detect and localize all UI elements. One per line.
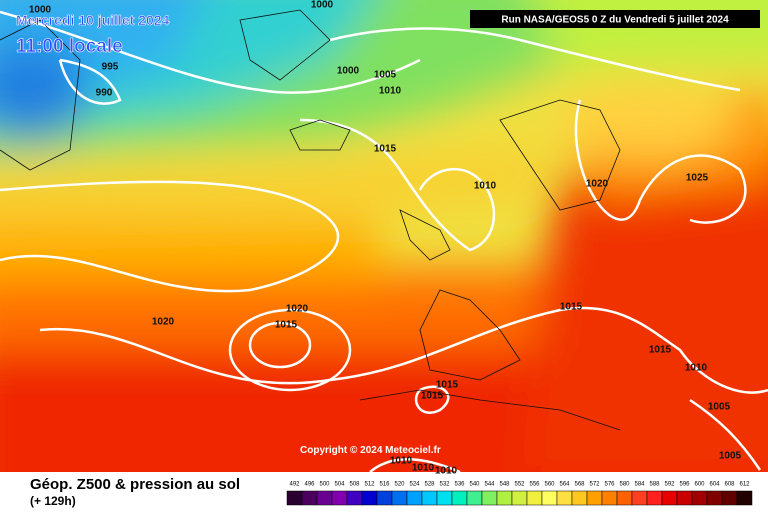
coastlines: [0, 9, 621, 431]
legend-swatch: [541, 490, 558, 506]
legend-swatch: [466, 490, 483, 506]
isobar-label: 1020: [286, 304, 309, 315]
isobar-labels: 1000 1000 995 990 1000 1005 1010 1015 1010 1020 10…: [29, 0, 742, 477]
legend-swatch: [736, 490, 753, 506]
legend-swatch: [526, 490, 543, 506]
isobar-label: 1010: [379, 86, 402, 97]
legend-swatch: [421, 490, 438, 506]
legend-label: 520: [394, 482, 405, 488]
legend-label: 556: [529, 482, 540, 488]
run-info: Run NASA/GEOS5 0 Z du Vendredi 5 juillet…: [501, 15, 729, 26]
legend-swatch: [571, 490, 588, 506]
legend-label: 600: [694, 482, 705, 488]
legend-label: 524: [409, 482, 420, 488]
isobar-label: 1010: [412, 463, 435, 474]
footer-title: Géop. Z500 & pression au sol: [30, 476, 240, 493]
isobar-label: 1005: [708, 402, 731, 413]
legend-swatch: [316, 490, 333, 506]
isobar-label: 1010: [435, 466, 458, 477]
legend-label: 544: [484, 482, 495, 488]
run-banner: [470, 10, 760, 28]
legend-label: 572: [589, 482, 600, 488]
legend-swatch: [676, 490, 693, 506]
isobar-label: 1000: [337, 66, 360, 77]
legend-label: 592: [664, 482, 675, 488]
legend-label: 548: [499, 482, 510, 488]
legend-swatch: [286, 490, 303, 506]
isobar-label: 990: [96, 88, 113, 99]
isobar-label: 1015: [649, 345, 672, 356]
legend-label: 512: [364, 482, 375, 488]
isobar-label: 1000: [29, 5, 52, 16]
legend-swatch: [511, 490, 528, 506]
isobar-label: 1010: [390, 456, 413, 467]
legend-label: 608: [724, 482, 735, 488]
legend-swatch: [646, 490, 663, 506]
isobar-label: 995: [102, 62, 119, 73]
legend-label: 560: [544, 482, 555, 488]
footer-lead: (+ 129h): [30, 494, 76, 508]
legend-label: 612: [739, 482, 750, 488]
legend-label: 516: [379, 482, 390, 488]
legend-label: 532: [439, 482, 450, 488]
isobars: [0, 10, 768, 472]
legend-swatch: [496, 490, 513, 506]
legend-swatch: [376, 490, 393, 506]
forecast-date: Mercredi 10 juillet 2024: [16, 12, 170, 28]
legend-label: 540: [469, 482, 480, 488]
legend-swatch: [436, 490, 453, 506]
isobar-label: 1010: [685, 363, 708, 374]
isobar-label: 1025: [686, 173, 709, 184]
legend-swatch: [601, 490, 618, 506]
isobar-label: 1020: [586, 179, 609, 190]
legend-label: 588: [649, 482, 660, 488]
legend-swatch: [721, 490, 738, 506]
isobar-label: 1015: [421, 391, 444, 402]
legend-label: 536: [454, 482, 465, 488]
legend-label: 580: [619, 482, 630, 488]
legend-label: 576: [604, 482, 615, 488]
isobar-label: 1015: [374, 144, 397, 155]
isobar-label: 1005: [719, 451, 742, 462]
legend-swatch: [691, 490, 708, 506]
legend-swatch: [451, 490, 468, 506]
legend-swatch: [631, 490, 648, 506]
legend-label: 596: [679, 482, 690, 488]
legend-label: 508: [349, 482, 360, 488]
legend-swatch: [586, 490, 603, 506]
copyright: Copyright © 2024 Meteociel.fr: [300, 445, 441, 456]
legend-label: 504: [334, 482, 345, 488]
legend-label: 492: [289, 482, 300, 488]
isobar-label: 1015: [275, 320, 298, 331]
isobar-label: 1015: [560, 302, 583, 313]
legend-swatch: [391, 490, 408, 506]
legend-swatch: [301, 490, 318, 506]
isobar-label: 1020: [152, 317, 175, 328]
legend-swatch: [361, 490, 378, 506]
legend-swatch: [706, 490, 723, 506]
legend-label: 564: [559, 482, 570, 488]
legend-label: 500: [319, 482, 330, 488]
legend-swatch: [661, 490, 678, 506]
isobar-label: 1005: [374, 70, 397, 81]
legend-swatch: [346, 490, 363, 506]
legend-swatch: [616, 490, 633, 506]
legend-label: 604: [709, 482, 720, 488]
legend-swatch: [556, 490, 573, 506]
legend-label: 552: [514, 482, 525, 488]
isobar-label: 1000: [311, 0, 334, 11]
color-legend: 492 496 500 504 508 512 516 520 524 528 532 536 540 5…: [286, 482, 753, 506]
isobar-label: 1015: [436, 380, 459, 391]
legend-swatch: [406, 490, 423, 506]
legend-swatch: [331, 490, 348, 506]
legend-label: 528: [424, 482, 435, 488]
isobar-label: 1010: [474, 181, 497, 192]
legend-swatch: [481, 490, 498, 506]
legend-label: 568: [574, 482, 585, 488]
legend-label: 496: [304, 482, 315, 488]
legend-label: 584: [634, 482, 645, 488]
forecast-time: 11:00 locale: [16, 36, 123, 57]
